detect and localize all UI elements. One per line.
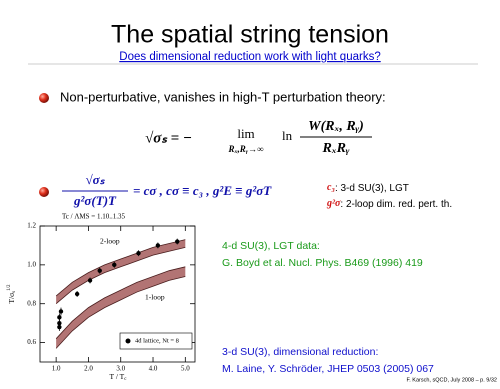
eq-rhs: = cσ , cσ ≡ c₃ , g²E ≡ g²σT — [133, 183, 272, 198]
reference: G. Boyd et al. Nucl. Phys. B469 (1996) 4… — [222, 257, 423, 269]
chart: Tc / ΛMS = 1.10..1.35 T/σs1/2 T / Tc 1.0… — [7, 213, 196, 382]
legend-marker — [125, 338, 131, 344]
x-label-sub: c — [124, 377, 127, 382]
y-tick-label: 0.6 — [27, 338, 36, 346]
data-point — [87, 278, 93, 283]
band-edge — [55, 276, 186, 349]
bullet-text: Non-perturbative, vanishes in high-T per… — [60, 89, 386, 104]
band-edge — [55, 266, 186, 339]
plot-frame — [39, 225, 196, 363]
data-point — [175, 239, 180, 244]
eq-lim: lim — [237, 126, 254, 141]
eq-den: g²σ(T)T — [73, 193, 117, 208]
reference: 4-d SU(3), LGT data: — [222, 240, 320, 252]
note-text: : 2-loop dim. red. pert. th. — [340, 199, 452, 210]
note-text: : 3-d SU(3), LGT — [335, 183, 409, 194]
legend-label: 4d lattice, Nt = 8 — [135, 337, 179, 344]
band-edge — [55, 239, 186, 297]
y-label-sup: 1/2 — [7, 284, 12, 291]
title: The spatial string tension — [111, 21, 389, 49]
data-point — [112, 262, 117, 268]
data-point — [155, 243, 161, 248]
x-axis-label: T / Tc — [110, 372, 128, 382]
footer: F. Karsch, sQCD, July 2008 – p. 9/32 — [407, 377, 498, 383]
x-tick-label: 2.0 — [84, 365, 93, 373]
y-tick-label: 1.2 — [27, 222, 36, 230]
data-point — [58, 309, 64, 314]
data-point — [57, 315, 62, 320]
y-tick-label: 0.8 — [27, 299, 36, 307]
y-axis-label: T/σs1/2 — [7, 284, 17, 304]
data-point — [97, 268, 102, 273]
band-edge — [55, 246, 186, 305]
band-label: 2-loop — [100, 237, 120, 246]
y-tick-label: 1.0 — [27, 260, 36, 268]
subtitle[interactable]: Does dimensional reduction work with lig… — [119, 51, 380, 63]
note-symbol: g²σ — [326, 198, 341, 209]
note: c₃: 3-d SU(3), LGT — [327, 182, 409, 193]
eq-num: √σₛ — [86, 172, 106, 187]
data-point — [136, 251, 141, 256]
reference: 3-d SU(3), dimensional reduction: — [222, 346, 378, 358]
bullet — [39, 187, 49, 197]
x-tick-label: 5.0 — [181, 365, 190, 373]
band — [56, 266, 186, 349]
eq-ln: ln — [282, 128, 293, 143]
x-tick-label: 1.0 — [52, 365, 61, 373]
chart-annotation: Tc / ΛMS = 1.10..1.35 — [62, 213, 125, 221]
band — [56, 239, 186, 304]
eq-num: W(Rₓ, Rᵧ) — [308, 119, 364, 134]
reference: M. Laine, Y. Schröder, JHEP 0503 (2005) … — [222, 363, 434, 375]
data-point — [57, 320, 62, 326]
eq-den: RₓRᵧ — [322, 141, 350, 156]
band-label: 1-loop — [145, 293, 165, 302]
eq-lhs: √σₛ = − — [145, 130, 192, 146]
x-label-main: T / T — [110, 372, 125, 381]
note: g²σ: 2-loop dim. red. pert. th. — [326, 198, 452, 209]
data-point — [74, 291, 80, 297]
bullet — [39, 93, 49, 103]
x-tick-label: 4.0 — [149, 365, 158, 373]
y-label-sub: s — [12, 291, 17, 293]
x-tick-label: 3.0 — [116, 365, 125, 373]
legend-box — [119, 332, 193, 350]
y-label-main: T/σ — [7, 293, 16, 304]
note-symbol: c₃ — [327, 182, 335, 193]
eq-lim-sub: Rₓ,Rᵧ→∞ — [228, 144, 264, 154]
